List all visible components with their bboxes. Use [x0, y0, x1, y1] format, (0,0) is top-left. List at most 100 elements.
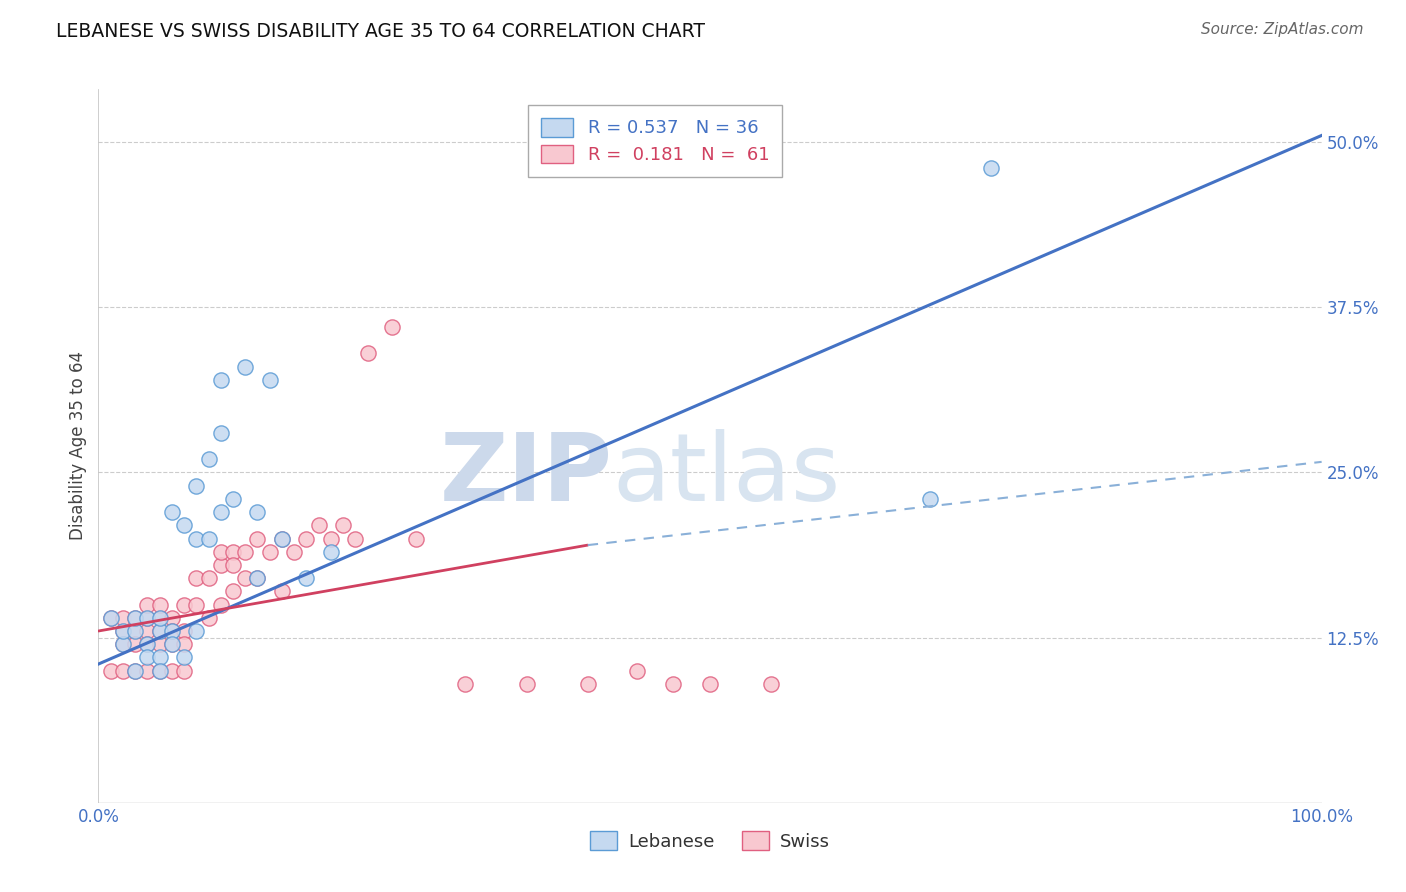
Point	[405, 532, 427, 546]
Point	[186, 624, 208, 638]
Point	[136, 611, 159, 625]
Point	[259, 373, 281, 387]
Point	[136, 637, 159, 651]
Point	[259, 545, 281, 559]
Point	[149, 664, 172, 678]
Point	[149, 598, 172, 612]
Point	[136, 637, 159, 651]
Point	[149, 650, 172, 665]
Point	[160, 637, 183, 651]
Point	[160, 505, 183, 519]
Point	[111, 664, 134, 678]
Point	[222, 584, 245, 599]
Point	[111, 624, 134, 638]
Point	[515, 677, 537, 691]
Point	[173, 598, 195, 612]
Point	[332, 518, 354, 533]
Point	[222, 545, 245, 559]
Point	[270, 532, 294, 546]
Point	[319, 532, 342, 546]
Point	[160, 611, 183, 625]
Point	[270, 532, 294, 546]
Point	[149, 624, 172, 638]
Legend: Lebanese, Swiss: Lebanese, Swiss	[583, 824, 837, 858]
Text: atlas: atlas	[612, 428, 841, 521]
Point	[124, 611, 146, 625]
Point	[344, 532, 367, 546]
Point	[124, 664, 146, 678]
Point	[209, 545, 232, 559]
Point	[246, 571, 269, 585]
Point	[100, 611, 122, 625]
Point	[173, 664, 195, 678]
Point	[209, 558, 232, 572]
Point	[222, 491, 245, 506]
Point	[111, 611, 134, 625]
Point	[222, 558, 245, 572]
Point	[356, 346, 378, 360]
Point	[149, 637, 172, 651]
Point	[576, 677, 599, 691]
Point	[124, 624, 146, 638]
Text: ZIP: ZIP	[439, 428, 612, 521]
Point	[136, 611, 159, 625]
Point	[173, 637, 195, 651]
Point	[149, 611, 172, 625]
Point	[160, 637, 183, 651]
Point	[173, 518, 195, 533]
Point	[136, 664, 159, 678]
Text: Source: ZipAtlas.com: Source: ZipAtlas.com	[1201, 22, 1364, 37]
Point	[111, 624, 134, 638]
Point	[209, 425, 232, 440]
Point	[186, 478, 208, 492]
Point	[197, 532, 219, 546]
Point	[100, 664, 122, 678]
Text: LEBANESE VS SWISS DISABILITY AGE 35 TO 64 CORRELATION CHART: LEBANESE VS SWISS DISABILITY AGE 35 TO 6…	[56, 22, 706, 41]
Point	[246, 505, 269, 519]
Point	[173, 624, 195, 638]
Point	[124, 637, 146, 651]
Point	[160, 624, 183, 638]
Point	[124, 611, 146, 625]
Point	[136, 650, 159, 665]
Point	[662, 677, 685, 691]
Point	[319, 545, 342, 559]
Point	[124, 624, 146, 638]
Point	[454, 677, 477, 691]
Point	[699, 677, 721, 691]
Point	[124, 664, 146, 678]
Point	[246, 532, 269, 546]
Point	[295, 532, 318, 546]
Point	[197, 452, 219, 467]
Point	[197, 571, 219, 585]
Point	[186, 532, 208, 546]
Point	[233, 545, 256, 559]
Point	[136, 598, 159, 612]
Point	[270, 584, 294, 599]
Point	[246, 571, 269, 585]
Point	[381, 320, 404, 334]
Point	[186, 571, 208, 585]
Point	[100, 611, 122, 625]
Point	[111, 637, 134, 651]
Point	[209, 505, 232, 519]
Point	[149, 664, 172, 678]
Point	[136, 624, 159, 638]
Point	[160, 624, 183, 638]
Point	[920, 491, 942, 506]
Point	[111, 637, 134, 651]
Point	[295, 571, 318, 585]
Point	[233, 571, 256, 585]
Point	[209, 373, 232, 387]
Point	[186, 598, 208, 612]
Point	[761, 677, 783, 691]
Y-axis label: Disability Age 35 to 64: Disability Age 35 to 64	[69, 351, 87, 541]
Point	[233, 359, 256, 374]
Point	[308, 518, 330, 533]
Point	[209, 598, 232, 612]
Point	[149, 611, 172, 625]
Point	[197, 611, 219, 625]
Point	[149, 624, 172, 638]
Point	[980, 161, 1002, 176]
Point	[173, 650, 195, 665]
